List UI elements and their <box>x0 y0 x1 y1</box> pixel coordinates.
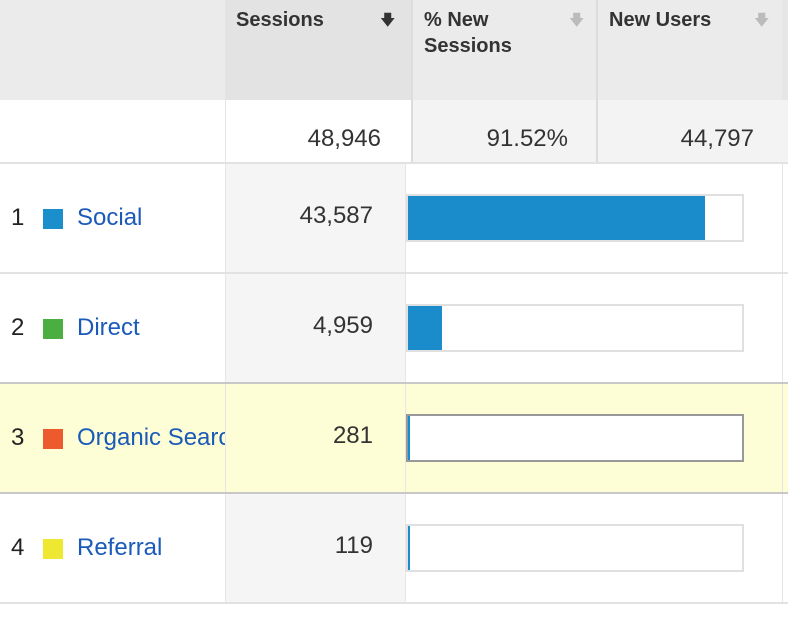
sessions-value: 119 <box>334 532 373 559</box>
table-row: 4 Referral 119 <box>0 494 788 602</box>
table-row: 3 Organic Search 281 <box>0 384 788 492</box>
legend-swatch-icon <box>43 319 63 339</box>
share-bar <box>406 304 744 352</box>
column-divider <box>596 0 598 162</box>
totals-new-users: 44,797 <box>598 100 782 162</box>
row-divider <box>0 382 788 384</box>
sessions-cell <box>225 274 405 382</box>
table-row: 2 Direct 4,959 <box>0 274 788 382</box>
totals-pct-new-sessions: 91.52% <box>413 100 596 162</box>
channel-link[interactable]: Referral <box>77 534 163 561</box>
totals-overflow <box>782 100 788 162</box>
cell-divider <box>782 274 783 382</box>
header-pct-new-sessions-label: % New Sessions <box>424 9 512 57</box>
cell-divider <box>405 274 406 382</box>
cell-divider <box>782 164 783 272</box>
share-bar-fill <box>408 416 410 460</box>
share-bar <box>406 414 744 462</box>
share-bar <box>406 194 744 242</box>
header-empty-cell <box>0 0 225 100</box>
cell-divider <box>225 384 226 492</box>
share-bar-fill <box>408 526 410 570</box>
column-divider <box>411 0 413 162</box>
sessions-cell <box>225 494 405 602</box>
table-row: 1 Social 43,587 <box>0 164 788 272</box>
row-divider <box>0 492 788 494</box>
row-index: 3 <box>11 424 25 451</box>
sessions-cell <box>225 384 405 492</box>
row-index: 1 <box>11 204 25 231</box>
row-index: 4 <box>11 534 25 561</box>
share-bar-fill <box>408 196 705 240</box>
cell-divider <box>225 164 226 272</box>
row-divider <box>0 162 788 164</box>
sessions-cell <box>225 164 405 272</box>
legend-swatch-icon <box>43 539 63 559</box>
channel-link[interactable]: Direct <box>77 314 140 341</box>
cell-divider <box>782 494 783 602</box>
header-pct-new-sessions[interactable]: % New Sessions 🡇 <box>413 0 596 100</box>
share-bar-fill <box>408 306 442 350</box>
sort-arrow-down-icon[interactable]: 🡇 <box>754 12 770 29</box>
sessions-value: 43,587 <box>299 202 373 229</box>
row-divider <box>0 602 788 604</box>
row-index: 2 <box>11 314 25 341</box>
header-new-users[interactable]: New Users 🡇 <box>598 0 782 100</box>
header-new-users-label: New Users <box>609 9 712 31</box>
sort-arrow-down-icon[interactable]: 🡇 <box>569 12 585 29</box>
channel-link[interactable]: Organic Search <box>77 424 225 451</box>
cell-divider <box>225 274 226 382</box>
channel-link[interactable]: Social <box>77 204 143 231</box>
header-sessions-label: Sessions <box>236 9 324 31</box>
cell-divider <box>405 384 406 492</box>
cell-divider <box>225 494 226 602</box>
legend-swatch-icon <box>43 429 63 449</box>
cell-divider <box>405 164 406 272</box>
sort-arrow-down-icon[interactable]: 🡇 <box>380 12 396 29</box>
row-divider <box>0 272 788 274</box>
totals-empty-cell <box>0 100 225 162</box>
header-overflow <box>782 0 788 100</box>
sessions-value: 281 <box>332 422 373 449</box>
cell-divider <box>782 384 783 492</box>
header-sessions[interactable]: Sessions 🡇 <box>225 0 411 100</box>
sessions-value: 4,959 <box>312 312 373 339</box>
totals-sessions: 48,946 <box>225 100 411 162</box>
cell-divider <box>405 494 406 602</box>
legend-swatch-icon <box>43 209 63 229</box>
share-bar <box>406 524 744 572</box>
